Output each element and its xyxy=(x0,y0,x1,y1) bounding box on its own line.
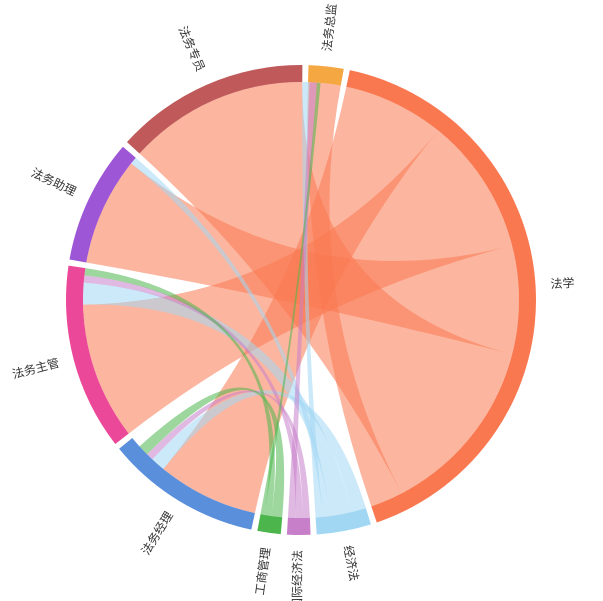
arc-gjjjf xyxy=(287,518,311,535)
label-fwjl: 法务经理 xyxy=(138,509,176,558)
label-jjf: 经济法 xyxy=(341,544,362,582)
label-fwzy: 法务专员 xyxy=(175,24,208,74)
ribbons xyxy=(83,82,519,518)
label-gjjjf: 国际经济法 xyxy=(289,550,305,601)
arc-gsgli xyxy=(257,514,282,534)
label-fwzl: 法务助理 xyxy=(29,165,79,199)
label-fwzj: 法务总监 xyxy=(319,3,339,52)
label-fx: 法学 xyxy=(550,275,575,291)
label-fwzg: 法务主管 xyxy=(10,355,60,382)
label-gsgli: 工商管理 xyxy=(252,546,273,596)
chord-diagram: 法学经济法 国际经济法工商管理 法务经理 法务主管 法务助理 法务专员 法务总监 xyxy=(0,0,603,601)
